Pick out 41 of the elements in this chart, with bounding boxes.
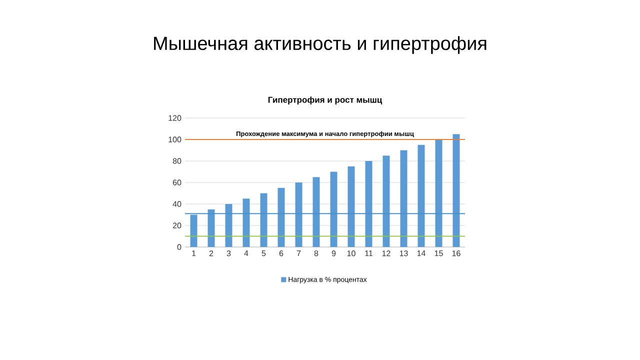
x-tick-label: 15 [434,250,443,256]
bar [260,193,268,247]
bar [312,177,320,247]
y-tick-label: 0 [177,244,182,250]
x-tick-label: 12 [382,250,390,256]
chart-subtitle: Гипертрофия и рост мышц [268,96,382,104]
bar [365,161,372,247]
bar [295,182,302,247]
bar [418,144,425,247]
x-tick-label: 14 [417,250,426,256]
bar [435,140,442,247]
x-tick-label: 3 [226,250,231,256]
x-tick-label: 16 [452,250,460,256]
bar [330,172,338,247]
x-tick-label: 13 [400,250,408,256]
x-tick-label: 8 [314,250,318,256]
chart-title: Мышечная активность и гипертрофия [154,36,486,54]
x-tick-label: 11 [365,250,373,256]
bar [190,214,198,247]
y-tick-label: 60 [172,180,182,186]
x-tick-label: 4 [244,250,248,256]
y-tick-label: 120 [168,115,182,121]
bar [348,166,355,247]
x-tick-label: 6 [279,250,284,256]
x-tick-label: 5 [262,250,266,256]
y-tick-label: 80 [172,158,182,164]
bar [452,134,460,247]
bar [225,204,232,247]
y-tick-label: 20 [172,222,182,228]
bar [208,209,215,247]
bar [242,198,250,247]
x-tick-label: 1 [192,250,196,256]
bar [382,156,390,247]
x-tick-label: 7 [296,250,301,256]
x-tick-label: 10 [347,250,356,256]
y-tick-label: 100 [168,136,182,142]
x-tick-label: 2 [209,250,214,256]
y-tick-label: 40 [172,201,182,207]
bar [400,150,408,247]
bar [278,188,285,247]
x-tick-label: 9 [332,250,336,256]
